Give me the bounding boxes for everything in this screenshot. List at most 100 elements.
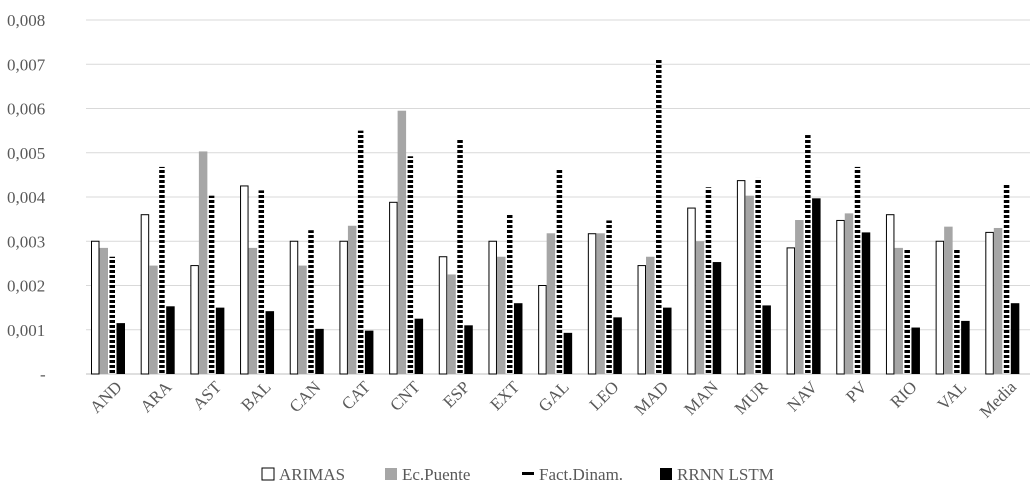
y-tick-label: 0,008 bbox=[7, 11, 45, 30]
bar-fact-dinam--pv bbox=[854, 166, 861, 374]
bar-rrnn-lstm-ext bbox=[513, 303, 523, 374]
bar-fact-dinam--mur bbox=[755, 177, 761, 374]
bar-ec-puente-ext bbox=[496, 256, 506, 374]
bar-ec-puente-rio bbox=[894, 247, 903, 374]
x-tick-label: MAD bbox=[631, 377, 672, 418]
bar-arimas-can bbox=[289, 240, 299, 375]
bar-ec-puente-cat bbox=[347, 225, 357, 374]
bar-ec-puente-media bbox=[993, 227, 1003, 374]
bar-rrnn-lstm-nav bbox=[812, 198, 821, 374]
bar-ec-puente-ara bbox=[149, 265, 158, 374]
x-tick-label: EXT bbox=[486, 377, 523, 414]
bar-ec-puente-val bbox=[944, 226, 953, 374]
y-tick-label: 0,005 bbox=[7, 144, 45, 163]
bar-arimas-bal bbox=[240, 185, 249, 375]
x-tick-label: ESP bbox=[439, 377, 473, 411]
bar-arimas-media bbox=[985, 231, 994, 375]
bar-rrnn-lstm-rio bbox=[911, 327, 920, 374]
legend-swatch-ec-puente bbox=[385, 468, 397, 480]
y-tick-label: 0,002 bbox=[7, 277, 45, 296]
bar-fact-dinam--man bbox=[705, 187, 712, 374]
bar-ec-puente-leo bbox=[596, 233, 605, 374]
bar-ec-puente-man bbox=[695, 241, 705, 374]
bar-arimas-man bbox=[687, 207, 696, 375]
bar-rrnn-lstm-ast bbox=[215, 307, 225, 374]
x-tick-label: GAL bbox=[535, 377, 573, 415]
x-tick-label: VAL bbox=[934, 377, 971, 414]
bar-rrnn-lstm-pv bbox=[861, 232, 871, 374]
x-tick-label: Media bbox=[976, 377, 1020, 421]
y-tick-label: 0,006 bbox=[7, 100, 45, 119]
bar-arimas-and bbox=[91, 240, 100, 375]
x-axis-ticks: AND ARA AST BAL CAN CAT CNT ESP EXT GAL LEO MAD MAN M… bbox=[86, 377, 1020, 422]
bar-fact-dinam--ara bbox=[159, 166, 165, 374]
x-tick-label: PV bbox=[842, 377, 871, 406]
bar-fact-dinam--gal bbox=[556, 169, 563, 374]
legend-label-arimas: ARIMAS bbox=[279, 465, 345, 484]
legend: ARIMAS Ec.Puente Fact.Dinam. RRNN LSTM bbox=[261, 465, 774, 484]
bar-rrnn-lstm-mad bbox=[663, 307, 672, 374]
bar-fact-dinam--rio bbox=[904, 249, 910, 374]
legend-swatch-arimas bbox=[261, 467, 275, 481]
bar-fact-dinam--mad bbox=[656, 58, 662, 374]
y-tick-label: 0,003 bbox=[7, 232, 45, 251]
bar-ec-puente-bal bbox=[248, 247, 258, 374]
bar-arimas-val bbox=[935, 240, 945, 375]
bar-arimas-gal bbox=[538, 285, 547, 375]
bar-fact-dinam--nav bbox=[805, 135, 811, 374]
bar-rrnn-lstm-ara bbox=[166, 306, 175, 374]
legend-label-fact-dinam-: Fact.Dinam. bbox=[539, 465, 623, 484]
x-tick-label: MAN bbox=[680, 377, 721, 418]
bar-rrnn-lstm-and bbox=[116, 323, 125, 374]
bar-ec-puente-nav bbox=[795, 220, 804, 374]
bar-fact-dinam--esp bbox=[457, 138, 463, 374]
x-tick-label: BAL bbox=[237, 377, 274, 414]
legend-label-rrnn-lstm: RRNN LSTM bbox=[677, 465, 774, 484]
bar-rrnn-lstm-mur bbox=[762, 305, 771, 374]
bar-fact-dinam--cat bbox=[357, 130, 364, 374]
bar-arimas-pv bbox=[836, 219, 845, 375]
bar-rrnn-lstm-man bbox=[712, 262, 722, 374]
y-axis-ticks: - 0,001 0,002 0,003 0,004 0,005 0,006 0,007 0,00… bbox=[7, 11, 46, 384]
bar-rrnn-lstm-val bbox=[961, 320, 970, 374]
bar-fact-dinam--cnt bbox=[407, 156, 414, 374]
bar-rrnn-lstm-can bbox=[315, 328, 324, 374]
bar-rrnn-lstm-gal bbox=[563, 332, 573, 374]
bar-fact-dinam--leo bbox=[606, 220, 612, 374]
bar-arimas-cat bbox=[339, 240, 348, 375]
x-tick-label: CAN bbox=[286, 377, 325, 416]
legend-label-ec-puente: Ec.Puente bbox=[402, 465, 470, 484]
x-tick-label: RIO bbox=[886, 377, 920, 411]
bar-ec-puente-cnt bbox=[397, 110, 407, 375]
bar-fact-dinam--val bbox=[954, 248, 960, 374]
bar-arimas-ext bbox=[488, 240, 497, 375]
bar-ec-puente-can bbox=[298, 265, 307, 374]
bar-rrnn-lstm-bal bbox=[265, 311, 275, 374]
bar-ec-puente-esp bbox=[447, 274, 456, 374]
bar-arimas-esp bbox=[438, 256, 448, 375]
y-tick-label: 0,004 bbox=[7, 188, 46, 207]
bar-ec-puente-ast bbox=[198, 151, 208, 374]
bar-ec-puente-pv bbox=[844, 213, 854, 374]
legend-swatch-rrnn-lstm bbox=[660, 468, 672, 480]
x-tick-label: ARA bbox=[137, 377, 176, 416]
bar-arimas-ara bbox=[140, 214, 150, 375]
bar-rrnn-lstm-esp bbox=[464, 325, 473, 374]
bar-ec-puente-and bbox=[99, 247, 108, 374]
bar-arimas-nav bbox=[786, 247, 796, 375]
bar-fact-dinam--media bbox=[1003, 183, 1010, 374]
bar-fact-dinam--ext bbox=[506, 213, 513, 374]
bar-rrnn-lstm-cat bbox=[364, 330, 374, 374]
bar-fact-dinam--ast bbox=[208, 195, 215, 374]
bar-arimas-cnt bbox=[389, 201, 398, 375]
x-tick-label: NAV bbox=[783, 377, 821, 415]
bar-fact-dinam--can bbox=[308, 230, 314, 374]
y-tick-label: - bbox=[40, 365, 46, 384]
bar-fact-dinam--bal bbox=[258, 190, 265, 374]
x-tick-label: CNT bbox=[386, 377, 424, 415]
bar-arimas-mur bbox=[736, 180, 746, 375]
x-tick-label: AST bbox=[189, 377, 226, 414]
bar-rrnn-lstm-leo bbox=[613, 317, 622, 374]
bar-arimas-mad bbox=[637, 265, 647, 375]
